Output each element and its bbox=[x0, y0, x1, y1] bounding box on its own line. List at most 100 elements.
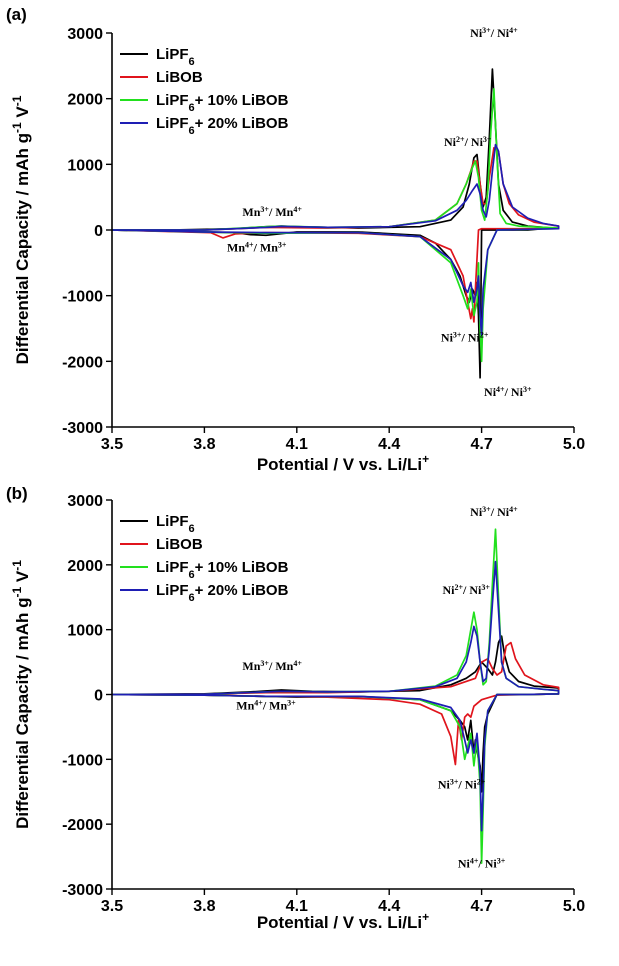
annotation-sup: 3+ bbox=[450, 777, 459, 786]
annotation-sup: 3+ bbox=[483, 134, 492, 143]
annotation-mn-ox: Mn3+/ Mn4+ bbox=[242, 658, 302, 673]
annotation-text: Mn bbox=[227, 241, 245, 255]
series-group bbox=[112, 68, 560, 379]
annotation-sup: 4+ bbox=[509, 505, 518, 514]
x-tick-label: 3.5 bbox=[101, 436, 123, 453]
legend-rest: + 20% LiBOB bbox=[195, 582, 289, 599]
y-tick-label: 1000 bbox=[67, 623, 103, 640]
legend-name: LiPF bbox=[156, 513, 189, 530]
annotation-mn-ox: Mn3+/ Mn4+ bbox=[242, 205, 302, 220]
y-tick-label: 3000 bbox=[67, 26, 103, 43]
annotation-text: / Ni bbox=[490, 26, 510, 40]
annotation-ni43-red: Ni4+/ Ni3+ bbox=[484, 385, 532, 400]
y-tick-label: -2000 bbox=[62, 354, 103, 371]
x-tick-label: 5.0 bbox=[563, 898, 585, 915]
annotation-text: / Ni bbox=[490, 505, 510, 519]
annotation-ni43-red: Ni4+/ Ni3+ bbox=[458, 856, 506, 871]
annotation-ni34-ox: Ni3+/ Ni4+ bbox=[470, 25, 518, 40]
annotation-text: Ni bbox=[470, 505, 483, 519]
x-tick-label: 4.7 bbox=[470, 898, 492, 915]
legend-label: LiBOB bbox=[156, 536, 203, 553]
x-axis-title-sup: + bbox=[422, 452, 429, 466]
y-tick-label: 1000 bbox=[67, 157, 103, 174]
annotation-text: Mn bbox=[242, 205, 260, 219]
annotation-mn-red: Mn4+/ Mn3+ bbox=[227, 240, 287, 255]
panel-b: (b) 3.5 3.8 4.1 4.4 4.7 5.0 3000 2000 1000 0 -1000 -… bbox=[6, 484, 585, 932]
y-tick-label: -2000 bbox=[62, 817, 103, 834]
annotation-text: / Mn bbox=[268, 205, 294, 219]
y-axis-title-sup2: -1 bbox=[10, 560, 24, 571]
y-tick-label: -3000 bbox=[62, 882, 103, 899]
annotation-sup: 2+ bbox=[477, 777, 486, 786]
annotation-text: / Mn bbox=[253, 241, 279, 255]
legend-label: LiPF6 bbox=[156, 513, 195, 535]
y-axis-title-text: Differential Capacity / mAh g bbox=[13, 597, 32, 828]
y-tick-label: -1000 bbox=[62, 752, 103, 769]
x-tick-label: 3.8 bbox=[193, 436, 215, 453]
annotation-text: Ni bbox=[444, 135, 457, 149]
y-tick-label: 0 bbox=[94, 688, 103, 705]
y-axis-title-sup1: -1 bbox=[10, 122, 24, 133]
legend-rest: + 10% LiBOB bbox=[195, 92, 289, 109]
annotation-sup: 4+ bbox=[293, 658, 302, 667]
annotation-text: Ni bbox=[484, 385, 497, 399]
y-tick-label: -1000 bbox=[62, 289, 103, 306]
legend-sub: 6 bbox=[189, 569, 195, 581]
annotation-sup: 4+ bbox=[470, 856, 479, 865]
annotation-sup: 2+ bbox=[454, 583, 463, 592]
y-tick-label: 2000 bbox=[67, 558, 103, 575]
legend-label: LiPF6+ 20% LiBOB bbox=[156, 582, 289, 604]
series-line-3 bbox=[112, 143, 560, 336]
x-tick-label: 4.4 bbox=[378, 898, 400, 915]
y-axis-title-sup2: -1 bbox=[10, 95, 24, 106]
series-line-0 bbox=[112, 635, 560, 793]
legend-name: LiPF bbox=[156, 582, 189, 599]
annotation-text: / Ni bbox=[464, 135, 484, 149]
legend-sub: 6 bbox=[189, 56, 195, 68]
legend-sub: 6 bbox=[189, 592, 195, 604]
annotation-sup: 3+ bbox=[481, 583, 490, 592]
y-axis-title: Differential Capacity / mAh g-1 V-1 bbox=[10, 95, 32, 364]
y-axis-title: Differential Capacity / mAh g-1 V-1 bbox=[10, 560, 32, 829]
annotation-sup: 4+ bbox=[509, 25, 518, 34]
annotation-sup: 2+ bbox=[480, 330, 489, 339]
legend-name: LiPF bbox=[156, 92, 189, 109]
annotation-sup: 3+ bbox=[278, 240, 287, 249]
legend-name: LiPF bbox=[156, 46, 189, 63]
annotation-mn-red: Mn4+/ Mn3+ bbox=[236, 698, 296, 713]
legend-label: LiPF6+ 10% LiBOB bbox=[156, 559, 289, 581]
annotation-sup: 2+ bbox=[456, 134, 465, 143]
annotation-sup: 3+ bbox=[523, 385, 532, 394]
annotation-text: / Ni bbox=[462, 583, 482, 597]
annotation-text: Ni bbox=[470, 26, 483, 40]
annotation-sup: 3+ bbox=[497, 856, 506, 865]
panel-label: (b) bbox=[6, 484, 28, 503]
legend-name: LiPF bbox=[156, 115, 189, 132]
annotation-sup: 3+ bbox=[287, 698, 296, 707]
legend-sub: 6 bbox=[189, 125, 195, 137]
annotation-sup: 3+ bbox=[260, 658, 269, 667]
x-axis-title-text: Potential / V vs. Li/Li bbox=[257, 455, 422, 474]
annotation-sup: 3+ bbox=[453, 330, 462, 339]
legend-label: LiPF6 bbox=[156, 46, 195, 68]
annotation-sup: 3+ bbox=[260, 205, 269, 214]
annotation-sup: 4+ bbox=[245, 240, 254, 249]
annotation-sup: 4+ bbox=[254, 698, 263, 707]
annotation-ni23-ox: Ni2+/ Ni3+ bbox=[442, 583, 490, 598]
legend-sub: 6 bbox=[189, 523, 195, 535]
x-tick-label: 4.1 bbox=[286, 436, 308, 453]
y-tick-label: 0 bbox=[94, 223, 103, 240]
legend-name: LiBOB bbox=[156, 69, 203, 86]
series-line-3 bbox=[112, 560, 560, 832]
annotation-text: / Ni bbox=[477, 857, 497, 871]
annotation-text: Mn bbox=[242, 659, 260, 673]
legend-name: LiPF bbox=[156, 559, 189, 576]
legend-name: LiBOB bbox=[156, 536, 203, 553]
panel-label: (a) bbox=[6, 5, 27, 24]
annotation-text: Ni bbox=[441, 331, 454, 345]
x-tick-label: 4.7 bbox=[470, 436, 492, 453]
panel-a: (a) 3.5 3.8 4.1 4.4 4.7 5.0 3000 2000 1000 0 -1000 -… bbox=[6, 5, 585, 474]
annotation-text: / Mn bbox=[262, 698, 288, 712]
